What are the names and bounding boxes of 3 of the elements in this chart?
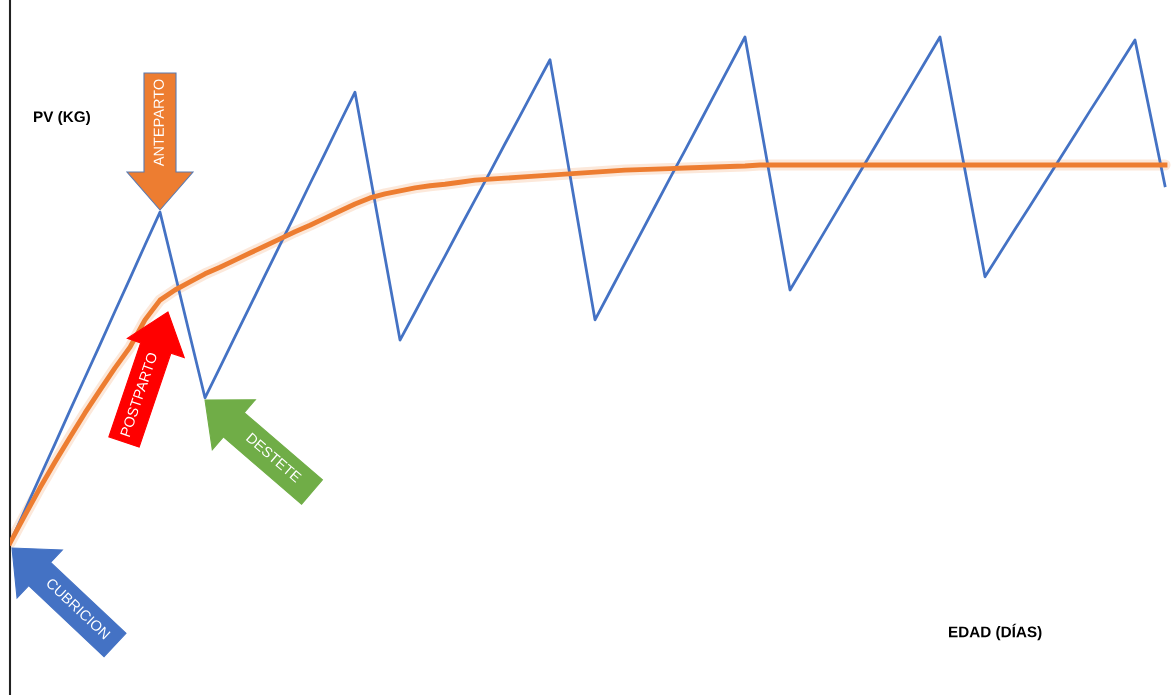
text: EDAD (DÍAS): [949, 623, 1042, 641]
annotation: ANTEPARTO: [153, 79, 164, 167]
y-axis-title: PV (KG): [34, 110, 90, 126]
